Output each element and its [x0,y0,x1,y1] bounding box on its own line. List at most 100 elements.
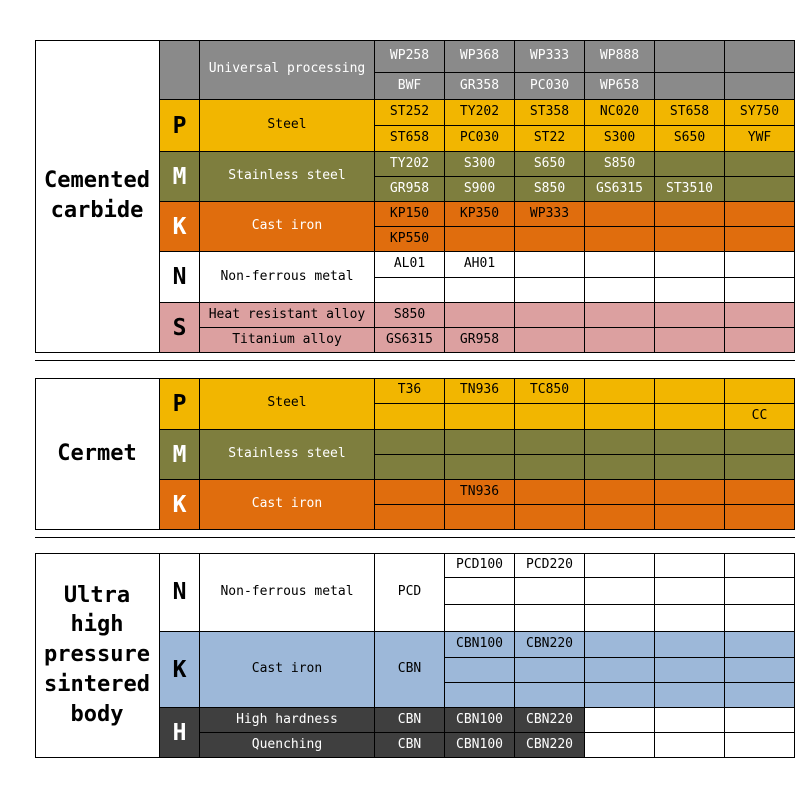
grade-cell [725,278,795,303]
grade-cell [515,683,585,708]
grade-cell: CBN100 [445,733,515,758]
grade-cell [445,303,515,328]
grade-cell: KP150 [375,202,445,227]
material-desc-cell: Quenching [200,733,375,758]
grade-cell [585,202,655,227]
grade-cell: S850 [585,152,655,177]
iso-letter-cell: K [160,480,200,530]
grade-cell [585,605,655,632]
grade-cell: S300 [445,152,515,177]
iso-letter-cell: N [160,252,200,303]
grade-cell [585,455,655,480]
grade-cell [585,733,655,758]
grade-cell [585,553,655,578]
grade-cell: ST3510 [655,177,725,202]
grade-cell [445,278,515,303]
grade-cell: WP888 [585,40,655,73]
grade-cell: ST658 [375,126,445,152]
grade-cell: TN936 [445,480,515,505]
category-cell: Cermet [35,378,160,530]
grade-cell [445,505,515,530]
material-type-span-cell: PCD [375,553,445,632]
material-desc-cell: Titanium alloy [200,328,375,353]
grade-cell: AL01 [375,252,445,278]
grade-cell [655,632,725,658]
grade-cell [725,73,795,100]
grade-cell: BWF [375,73,445,100]
iso-letter-cell: M [160,430,200,480]
grade-cell [585,683,655,708]
material-desc-cell: Stainless steel [200,430,375,480]
grade-cell: S650 [655,126,725,152]
grade-cell: CBN220 [515,708,585,733]
grade-cell [725,505,795,530]
grade-cell: ST658 [655,100,725,126]
grade-cell [655,708,725,733]
grade-cell [655,430,725,455]
grade-cell: S300 [585,126,655,152]
grade-cell: GR958 [445,328,515,353]
grade-cell [655,455,725,480]
grade-cell [655,733,725,758]
grade-cell [375,278,445,303]
grade-cell: WP333 [515,202,585,227]
grade-cell [725,40,795,73]
grade-cell [445,683,515,708]
grade-cell [585,278,655,303]
material-desc-cell: Cast iron [200,202,375,252]
grade-cell [655,202,725,227]
grade-cell: PCD100 [445,553,515,578]
grade-cell [655,152,725,177]
grade-cell [655,328,725,353]
iso-letter-cell [160,40,200,100]
grade-cell [585,505,655,530]
grade-cell: CC [725,404,795,430]
grade-cell [655,278,725,303]
grade-cell [655,683,725,708]
grade-cell [515,404,585,430]
grade-cell: CBN [375,733,445,758]
grade-cell [515,605,585,632]
grade-cell: S650 [515,152,585,177]
grade-cell [655,605,725,632]
grade-cell [725,658,795,683]
grade-cell: S850 [515,177,585,202]
grade-cell [725,430,795,455]
grade-cell [515,303,585,328]
iso-letter-cell: N [160,553,200,632]
grade-cell [585,303,655,328]
grade-cell [655,480,725,505]
grade-cell: TC850 [515,378,585,404]
grade-cell [445,430,515,455]
grade-cell [655,252,725,278]
category-cell: Ultra high pressure sintered body [35,553,160,758]
grade-cell [585,578,655,605]
grade-cell [655,227,725,252]
grade-cell [445,605,515,632]
grade-cell [375,505,445,530]
grade-cell [375,480,445,505]
grade-cell [655,658,725,683]
grade-cell: TY202 [445,100,515,126]
grade-cell [725,578,795,605]
grade-cell [445,455,515,480]
grade-cell [515,252,585,278]
grade-cell [725,328,795,353]
iso-letter-cell: P [160,378,200,430]
grade-cell [585,404,655,430]
grade-cell [585,430,655,455]
grade-cell [655,578,725,605]
grade-cell [585,328,655,353]
grade-cell [585,252,655,278]
material-desc-cell: Cast iron [200,632,375,708]
grade-cell [725,303,795,328]
grade-cell: CBN100 [445,632,515,658]
grade-cell: WP333 [515,40,585,73]
grade-cell: PCD220 [515,553,585,578]
material-desc-cell: Heat resistant alloy [200,303,375,328]
grade-cell: CBN220 [515,733,585,758]
grade-cell: ST252 [375,100,445,126]
grade-cell [375,430,445,455]
grade-cell: WP658 [585,73,655,100]
